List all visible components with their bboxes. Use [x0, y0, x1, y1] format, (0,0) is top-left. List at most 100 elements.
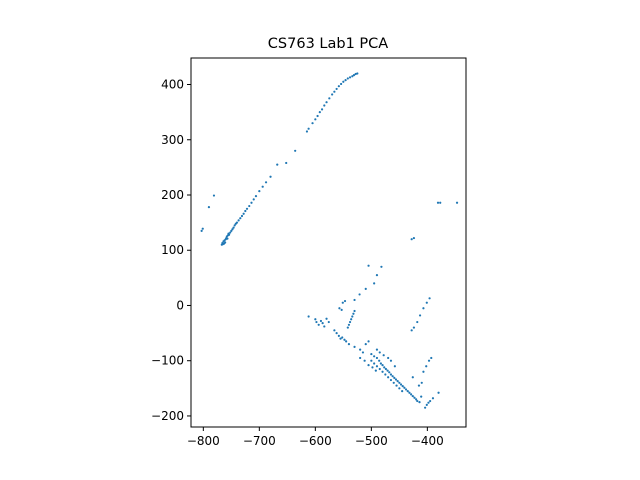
data-point: [408, 391, 411, 394]
data-point: [201, 227, 204, 230]
data-point: [346, 326, 349, 329]
data-point: [352, 312, 355, 315]
data-point: [233, 224, 236, 227]
data-point: [325, 317, 328, 320]
data-point: [232, 226, 235, 229]
data-point: [346, 77, 349, 80]
data-point: [364, 343, 367, 346]
data-point: [422, 370, 425, 373]
data-point: [347, 323, 351, 326]
data-point: [320, 108, 324, 111]
data-point: [328, 97, 331, 100]
data-point: [374, 369, 377, 372]
data-point: [389, 359, 393, 362]
data-point: [231, 228, 234, 231]
data-point: [422, 307, 425, 310]
data-point: [412, 326, 416, 329]
data-point: [311, 122, 314, 125]
x-tick-label: −400: [411, 434, 444, 448]
y-tick-label: −100: [151, 354, 184, 368]
data-point: [237, 219, 240, 222]
data-point: [354, 72, 357, 76]
data-point: [388, 371, 391, 374]
data-point: [344, 79, 347, 82]
data-point: [415, 398, 418, 401]
data-point: [367, 264, 370, 267]
data-point: [307, 315, 310, 318]
data-point: [227, 233, 231, 236]
data-point: [342, 80, 345, 83]
data-point: [285, 161, 288, 165]
data-point: [375, 365, 379, 368]
data-point: [340, 308, 343, 311]
data-point: [371, 366, 374, 369]
data-point: [370, 352, 373, 356]
data-point: [379, 362, 382, 365]
data-point: [380, 265, 383, 268]
x-tick-label: −500: [355, 434, 388, 448]
data-point: [239, 217, 242, 220]
data-point: [411, 376, 414, 379]
data-point: [378, 367, 381, 371]
data-point: [389, 378, 393, 382]
chart-title: CS763 Lab1 PCA: [268, 36, 388, 52]
data-point: [403, 386, 406, 389]
data-point: [212, 194, 216, 197]
data-point: [418, 401, 421, 404]
data-point: [348, 76, 352, 79]
data-point: [319, 319, 323, 323]
data-point: [413, 396, 416, 399]
y-tick-label: 100: [161, 243, 184, 257]
data-point: [439, 201, 442, 204]
data-point: [399, 383, 403, 386]
data-point: [378, 359, 381, 362]
data-point: [356, 72, 359, 75]
data-point: [341, 301, 344, 304]
data-point: [307, 127, 310, 130]
data-point: [361, 351, 365, 354]
x-axis-ticks: −800 −700 −600 −500 −400: [187, 427, 444, 448]
y-tick-label: 0: [176, 298, 184, 312]
data-point: [425, 301, 428, 304]
data-point: [427, 401, 430, 404]
x-tick-label: −800: [187, 434, 220, 448]
y-tick-label: 400: [161, 78, 184, 92]
data-point: [235, 221, 239, 224]
data-point: [331, 93, 334, 96]
data-point: [384, 367, 388, 371]
data-point: [250, 201, 253, 204]
data-point: [314, 118, 317, 121]
data-point: [224, 241, 227, 244]
data-point: [244, 209, 247, 213]
data-point: [333, 90, 336, 93]
data-point: [316, 114, 319, 118]
data-point: [417, 384, 421, 387]
y-tick-label: 200: [161, 188, 184, 202]
data-point: [436, 201, 440, 204]
data-point: [353, 345, 356, 348]
data-point: [229, 231, 232, 234]
data-point: [337, 334, 340, 337]
data-point: [401, 389, 404, 393]
data-point: [455, 201, 459, 204]
data-point: [352, 74, 356, 77]
data-point: [340, 82, 343, 86]
data-point: [323, 325, 326, 328]
data-point: [386, 369, 389, 372]
data-point: [383, 366, 386, 369]
data-point: [337, 85, 340, 88]
data-point: [393, 365, 396, 368]
data-point: [410, 238, 413, 241]
data-point: [373, 355, 376, 358]
data-point: [404, 388, 408, 391]
data-point: [431, 397, 435, 400]
data-point: [207, 206, 211, 209]
data-point: [416, 399, 419, 403]
data-point: [294, 149, 297, 152]
data-point: [382, 354, 385, 357]
data-point: [252, 198, 255, 201]
data-point: [269, 175, 272, 178]
data-point: [373, 362, 376, 365]
data-point: [394, 378, 398, 381]
data-point: [387, 376, 390, 379]
